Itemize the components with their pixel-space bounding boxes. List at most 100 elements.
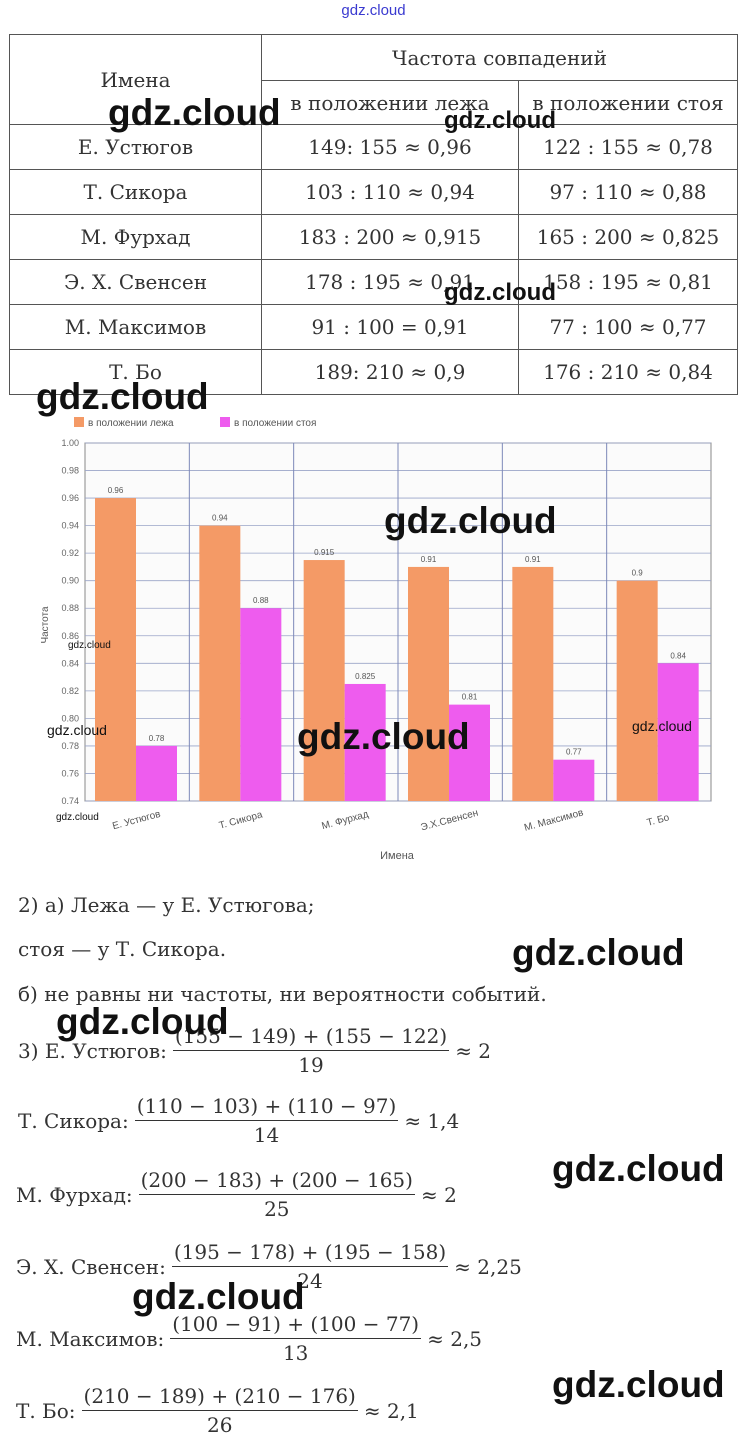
bar-lying [199,525,241,801]
watermark-text: gdz.cloud [56,812,99,823]
x-tick-label: М. Максимов [523,807,584,833]
watermark-text: gdz.cloud [444,279,556,306]
fraction-denominator: 19 [298,1053,324,1077]
cell-name: Т. Бо [9,349,262,395]
formula-label: 3) Е. Устюгов: [18,1038,167,1063]
formula-label: Т. Бо: [16,1398,76,1423]
bar-standing [344,683,386,801]
data-label: 0.9 [632,569,644,578]
fraction-numerator: (200 − 183) + (200 − 165) [138,1168,415,1195]
y-tick-label: 0.76 [61,768,79,778]
fraction-denominator: 25 [264,1197,290,1221]
cell-standing: 77 : 100 ≈ 0,77 [518,304,738,350]
data-label: 0.915 [314,548,335,557]
watermark-text: gdz.cloud [384,500,557,541]
cell-name: М. Фурхад [9,214,262,260]
legend-swatch-lying [74,417,84,427]
formula-result: ≈ 1,4 [404,1108,460,1133]
top-watermark: gdz.cloud [341,2,406,19]
fraction: (100 − 91) + (100 − 77) 13 [170,1312,422,1365]
formula-label: Э. Х. Свенсен: [16,1254,166,1279]
fraction-denominator: 26 [206,1413,233,1437]
data-label: 0.91 [525,555,541,564]
data-label: 0.88 [253,596,269,605]
y-tick-label: 0.86 [61,631,79,641]
watermark-text: gdz.cloud [444,107,556,134]
y-tick-label: 0.90 [61,576,79,586]
cell-name: Т. Сикора [9,169,262,215]
formula-result: ≈ 2,5 [427,1326,483,1351]
x-tick-label: М. Фурхад [321,809,370,832]
y-tick-label: 0.80 [61,713,79,723]
frequency-table: Имена Частота совпадений в положении леж… [9,34,738,395]
x-tick-label: Т. Бо [646,812,671,829]
y-tick-label: 0.88 [61,603,79,613]
watermark-text: gdz.cloud [68,640,111,651]
data-label: 0.78 [149,734,165,743]
watermark-text: gdz.cloud [132,1276,305,1317]
data-label: 0.81 [462,693,478,702]
formula-row: 3) Е. Устюгов: (155 − 149) + (155 − 122)… [18,1024,491,1077]
bar-standing [553,759,595,801]
answer-2a-line2: стоя — у Т. Сикора. [18,937,227,961]
cell-standing: 176 : 210 ≈ 0,84 [518,349,738,395]
x-tick-label: Т. Сикора [218,809,264,831]
table-row: Т. Бо 189: 210 ≈ 0,9 176 : 210 ≈ 0,84 [9,349,738,395]
bar-lying [95,498,136,801]
header-frequency: Частота совпадений [261,34,738,81]
y-tick-label: 0.78 [61,741,79,751]
answer-2a-line1: 2) а) Лежа — у Е. Устюгова; [18,893,315,917]
watermark-text: gdz.cloud [552,1148,725,1189]
cell-lying: 91 : 100 = 0,91 [261,304,519,350]
cell-name: М. Максимов [9,304,262,350]
x-tick-label: Э.Х.Свенсен [420,808,480,834]
fraction-numerator: (100 − 91) + (100 − 77) [170,1312,422,1339]
y-axis-title: Частота [40,606,51,644]
bar-lying [616,580,658,801]
bar-standing [657,663,699,801]
watermark-text: gdz.cloud [108,92,281,133]
fraction: (200 − 183) + (200 − 165) 25 [138,1168,415,1221]
formula-row: Т. Бо: (210 − 189) + (210 − 176) 26 ≈ 2,1 [16,1384,419,1437]
data-label: 0.825 [355,672,376,681]
answer-2b: б) не равны ни частоты, ни вероятности с… [18,982,547,1006]
data-label: 0.94 [212,514,228,523]
cell-standing: 165 : 200 ≈ 0,825 [518,214,738,260]
data-label: 0.96 [108,486,124,495]
bar-standing [240,608,282,801]
fraction: (195 − 178) + (195 − 158) 24 [171,1240,449,1293]
formula-result: ≈ 2 [455,1038,492,1063]
fraction-numerator: (195 − 178) + (195 − 158) [171,1240,449,1267]
y-tick-label: 0.92 [61,548,79,558]
header-standing: в положении стоя [518,80,738,125]
formula-label: М. Фурхад: [16,1182,133,1207]
cell-standing: 97 : 110 ≈ 0,88 [518,169,738,215]
cell-standing: 122 : 155 ≈ 0,78 [518,124,738,170]
formula-row: Т. Сикора: (110 − 103) + (110 − 97) 14 ≈ … [18,1094,459,1147]
formula-result: ≈ 2,25 [454,1254,522,1279]
x-tick-label: Е. Устюгов [111,809,161,832]
x-axis-title: Имена [380,850,415,862]
fraction-denominator: 13 [282,1341,309,1365]
watermark-text: gdz.cloud [297,716,470,757]
fraction: (210 − 189) + (210 − 176) 26 [81,1384,358,1437]
fraction-numerator: (155 − 149) + (155 − 122) [172,1024,450,1051]
watermark-text: gdz.cloud [47,722,107,738]
frequency-bar-chart: 0.74 0.76 0.78 0.80 0.82 0.84 0.86 0.88 0.90 0.92… [40,417,712,862]
watermark-text: gdz.cloud [632,718,692,734]
bar-lying [408,566,449,801]
cell-name: Э. Х. Свенсен [9,259,262,305]
data-label: 0.91 [421,555,437,564]
data-label: 0.77 [566,748,582,757]
formula-row: Э. Х. Свенсен: (195 − 178) + (195 − 158)… [16,1240,522,1293]
bar-standing [449,704,490,801]
bar-standing [136,745,177,801]
cell-lying: 103 : 110 ≈ 0,94 [261,169,519,215]
cell-lying: 189: 210 ≈ 0,9 [261,349,519,395]
fraction: (110 − 103) + (110 − 97) 14 [134,1094,399,1147]
fraction-denominator: 14 [253,1123,280,1147]
formula-result: ≈ 2 [420,1182,457,1207]
fraction-numerator: (210 − 189) + (210 − 176) [81,1384,358,1411]
table-row: Т. Сикора 103 : 110 ≈ 0,94 97 : 110 ≈ 0,… [9,169,738,215]
y-tick-label: 0.84 [61,658,79,668]
